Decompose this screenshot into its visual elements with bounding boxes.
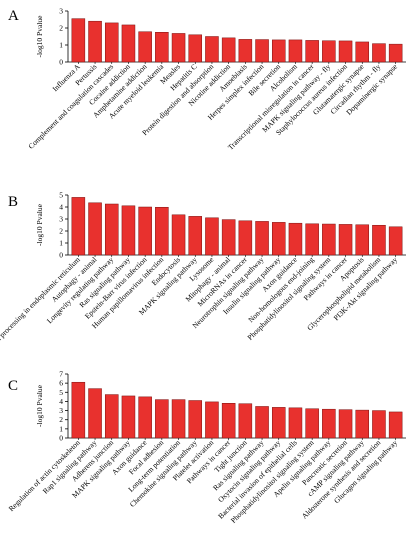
bar (271, 222, 286, 256)
bar (305, 223, 319, 256)
bar (71, 197, 86, 256)
bar (288, 39, 303, 63)
bar (121, 24, 136, 63)
bar (372, 43, 386, 63)
bar (388, 411, 403, 439)
y-tick-label: 1 (59, 41, 63, 50)
bar (355, 41, 370, 63)
panel-label: C (8, 378, 18, 394)
bar (238, 220, 253, 256)
bar (104, 394, 119, 439)
bar (138, 31, 152, 63)
bar (255, 221, 269, 256)
bar (271, 39, 286, 63)
bar (322, 40, 336, 63)
bar (138, 396, 152, 439)
y-tick-label: 0 (59, 58, 63, 67)
bar (88, 20, 102, 63)
bar (388, 226, 403, 256)
bar (155, 32, 169, 63)
bar (205, 36, 219, 63)
bar (338, 40, 353, 63)
bar (205, 401, 219, 439)
bar (305, 40, 319, 63)
y-tick-label: 3 (59, 7, 63, 16)
y-tick-label: 2 (59, 415, 63, 424)
y-tick-label: 2 (59, 24, 63, 33)
bar (155, 399, 169, 439)
y-tick-label: 5 (59, 388, 63, 397)
panel-label: A (8, 8, 19, 24)
bar (388, 43, 403, 63)
bar (121, 205, 136, 256)
bar (188, 34, 203, 63)
y-axis-title: -log10 Pvalue (35, 15, 44, 58)
bar (88, 202, 102, 256)
y-tick-label: 0 (59, 251, 63, 260)
bar (338, 224, 353, 256)
y-tick-label: 0 (59, 434, 63, 443)
y-tick-label: 2 (59, 227, 63, 236)
bar (288, 407, 303, 439)
panel-label: B (8, 194, 18, 210)
y-tick-label: 4 (59, 397, 63, 406)
bar (221, 219, 236, 256)
bar (188, 216, 203, 256)
bar (104, 22, 119, 63)
bar (104, 203, 119, 256)
bar (372, 224, 386, 256)
y-tick-label: 6 (59, 379, 63, 388)
bar (155, 206, 169, 256)
bar (71, 381, 86, 439)
bar (188, 400, 203, 439)
bar (171, 33, 186, 63)
bar (288, 222, 303, 256)
bar (238, 403, 253, 439)
bar (255, 406, 269, 439)
bar (71, 18, 86, 63)
bar (322, 223, 336, 256)
bar (221, 37, 236, 63)
y-tick-label: 5 (59, 191, 63, 200)
y-tick-label: 1 (59, 424, 63, 433)
y-axis-title: -log10 Pvalue (35, 384, 44, 427)
bar (171, 214, 186, 256)
bar (305, 408, 319, 439)
bar (338, 409, 353, 439)
y-tick-label: 3 (59, 215, 63, 224)
bar (221, 403, 236, 439)
bar (271, 407, 286, 439)
y-tick-label: 3 (59, 406, 63, 415)
y-axis-title: -log10 Pvalue (35, 203, 44, 246)
bar (255, 39, 269, 63)
bar (322, 408, 336, 439)
bar (88, 388, 102, 439)
bar (171, 399, 186, 439)
bar (238, 39, 253, 63)
y-tick-label: 7 (59, 370, 63, 379)
bar (121, 395, 136, 439)
y-tick-label: 1 (59, 239, 63, 248)
bar (355, 224, 370, 256)
bar (372, 410, 386, 439)
bar (355, 409, 370, 439)
bar (205, 217, 219, 256)
bar (138, 206, 152, 256)
y-tick-label: 4 (59, 203, 63, 212)
